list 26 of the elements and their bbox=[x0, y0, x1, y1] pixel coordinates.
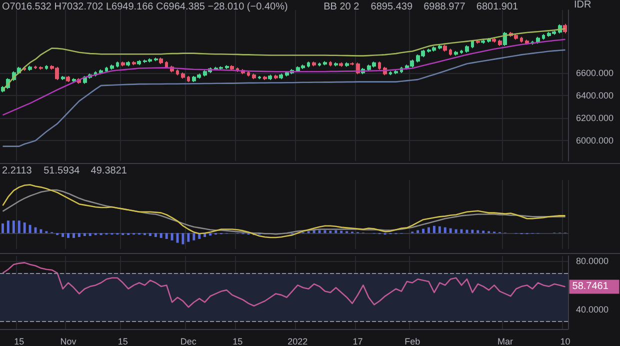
x-tick-label: 15 bbox=[118, 336, 128, 346]
y-tick-label: 6000.000 bbox=[576, 136, 614, 146]
x-tick-label: 2022 bbox=[288, 336, 308, 346]
x-tick-label: 17 bbox=[352, 336, 363, 346]
annotation: 6801.901 bbox=[476, 2, 519, 12]
annotation: 6895.439 bbox=[370, 2, 413, 12]
x-tick-label: 15 bbox=[232, 336, 243, 346]
x-tick-label: Dec bbox=[180, 336, 197, 346]
annotation: BB 20 2 bbox=[324, 2, 360, 12]
y-tick-label: 40.0000 bbox=[576, 304, 609, 315]
annotation: O7016.532 H7032.702 L6949.166 C6964.385 −28.010 (−0.40%) bbox=[2, 2, 288, 12]
x-tick-label: 15 bbox=[14, 336, 24, 346]
x-tick-label: 10 bbox=[560, 336, 570, 346]
annotation: 58.7461 bbox=[572, 281, 609, 292]
y-tick-label: 6600.000 bbox=[576, 68, 614, 78]
text: 49.3821 bbox=[90, 166, 128, 176]
annotation: 6988.977 bbox=[424, 2, 466, 12]
y-axis-title: IDR bbox=[574, 0, 592, 10]
text: 2.2113 bbox=[2, 166, 32, 176]
y-tick-label: 6200.000 bbox=[576, 113, 614, 124]
x-tick-label: Feb bbox=[404, 336, 420, 346]
y-tick-label: 6400.000 bbox=[576, 90, 614, 100]
x-tick-label: Nov bbox=[60, 336, 77, 346]
y-tick-label: 80.0000 bbox=[576, 256, 609, 266]
text: 51.5934 bbox=[44, 166, 80, 176]
x-tick-label: Mar bbox=[497, 336, 513, 346]
